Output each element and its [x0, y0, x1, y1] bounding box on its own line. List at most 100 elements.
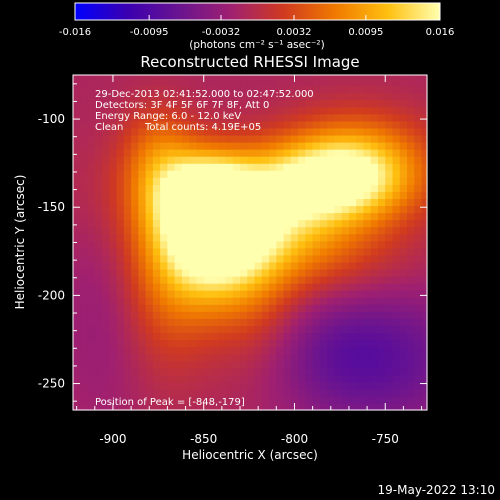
- heatmap-cell: [160, 120, 168, 129]
- heatmap-cell: [377, 240, 386, 249]
- heatmap-cell: [181, 276, 190, 284]
- heatmap-cell: [356, 106, 365, 115]
- heatmap-cell: [356, 240, 365, 249]
- heatmap-cell: [334, 170, 343, 178]
- heatmap-cell: [363, 142, 372, 150]
- heatmap-cell: [334, 92, 343, 101]
- heatmap-cell: [210, 113, 219, 122]
- heatmap-cell: [385, 304, 394, 312]
- heatmap-cell: [312, 318, 321, 326]
- heatmap-cell: [414, 226, 423, 235]
- heatmap-cell: [298, 177, 306, 185]
- heatmap-cell: [73, 353, 81, 362]
- heatmap-cell: [196, 170, 205, 178]
- heatmap-cell: [174, 233, 183, 242]
- heatmap-cell: [174, 261, 183, 270]
- heatmap-cell: [232, 339, 241, 348]
- heatmap-cell: [414, 177, 423, 185]
- heatmap-cell: [145, 226, 154, 235]
- heatmap-cell: [399, 134, 408, 143]
- heatmap-cell: [254, 113, 263, 122]
- heatmap-cell: [174, 325, 183, 334]
- heatmap-cell: [240, 92, 248, 101]
- heatmap-cell: [305, 311, 314, 319]
- heatmap-cell: [298, 240, 306, 249]
- heatmap-cell: [232, 290, 241, 298]
- heatmap-cell: [334, 226, 343, 235]
- heatmap-cell: [363, 360, 372, 369]
- heatmap-cell: [414, 113, 423, 122]
- heatmap-cell: [210, 240, 219, 249]
- heatmap-cell: [152, 78, 161, 87]
- heatmap-cell: [232, 318, 241, 326]
- heatmap-cell: [138, 226, 147, 235]
- heatmap-cell: [160, 92, 168, 101]
- heatmap-cell: [203, 254, 212, 263]
- heatmap-cell: [138, 85, 147, 94]
- heatmap-cell: [131, 142, 139, 150]
- heatmap-cell: [414, 78, 423, 87]
- heatmap-cell: [116, 205, 125, 214]
- heatmap-cell: [319, 149, 328, 157]
- heatmap-cell: [290, 78, 299, 87]
- heatmap-cell: [276, 311, 285, 319]
- heatmap-cell: [421, 212, 428, 221]
- heatmap-cell: [123, 78, 132, 87]
- heatmap-cell: [363, 283, 372, 291]
- heatmap-cell: [196, 240, 205, 249]
- heatmap-cell: [319, 360, 328, 369]
- heatmap-cell: [290, 85, 299, 94]
- heatmap-cell: [254, 290, 263, 298]
- heatmap-cell: [298, 297, 306, 305]
- heatmap-cell: [298, 268, 306, 277]
- heatmap-cell: [377, 170, 386, 178]
- heatmap-cell: [327, 325, 336, 334]
- heatmap-cell: [189, 290, 198, 298]
- heatmap-cell: [407, 142, 415, 150]
- heatmap-cell: [348, 353, 357, 362]
- heatmap-cell: [298, 381, 306, 390]
- heatmap-cell: [232, 99, 241, 108]
- heatmap-cell: [87, 120, 96, 129]
- heatmap-cell: [377, 261, 386, 270]
- heatmap-cell: [218, 226, 227, 235]
- heatmap-cell: [218, 261, 227, 270]
- heatmap-cell: [261, 240, 270, 249]
- heatmap-cell: [203, 212, 212, 221]
- heatmap-cell: [203, 304, 212, 312]
- heatmap-cell: [414, 367, 423, 376]
- heatmap-cell: [327, 233, 336, 242]
- y-tick-label: -100: [38, 112, 65, 126]
- heatmap-cell: [232, 184, 241, 192]
- heatmap-cell: [370, 311, 379, 319]
- heatmap-cell: [160, 297, 168, 305]
- heatmap-cell: [319, 325, 328, 334]
- heatmap-cell: [73, 304, 81, 312]
- heatmap-cell: [116, 283, 125, 291]
- heatmap-cell: [73, 367, 81, 376]
- heatmap-cell: [181, 205, 190, 214]
- heatmap-cell: [348, 254, 357, 263]
- heatmap-cell: [210, 184, 219, 192]
- heatmap-cell: [218, 184, 227, 192]
- heatmap-cell: [160, 325, 168, 334]
- heatmap-cell: [370, 149, 379, 157]
- heatmap-cell: [87, 92, 96, 101]
- heatmap-cell: [407, 205, 415, 214]
- heatmap-cell: [370, 325, 379, 334]
- heatmap-cell: [116, 247, 125, 256]
- heatmap-cell: [356, 156, 365, 164]
- heatmap-cell: [247, 163, 256, 171]
- heatmap-cell: [407, 212, 415, 221]
- heatmap-cell: [348, 205, 357, 214]
- heatmap-cell: [254, 388, 263, 397]
- heatmap-cell: [363, 318, 372, 326]
- heatmap-cell: [232, 233, 241, 242]
- heatmap-cell: [247, 395, 256, 404]
- heatmap-cell: [210, 233, 219, 242]
- heatmap-cell: [240, 198, 248, 207]
- heatmap-cell: [218, 381, 227, 390]
- heatmap-cell: [312, 346, 321, 355]
- heatmap-cell: [312, 254, 321, 263]
- heatmap-cell: [232, 134, 241, 143]
